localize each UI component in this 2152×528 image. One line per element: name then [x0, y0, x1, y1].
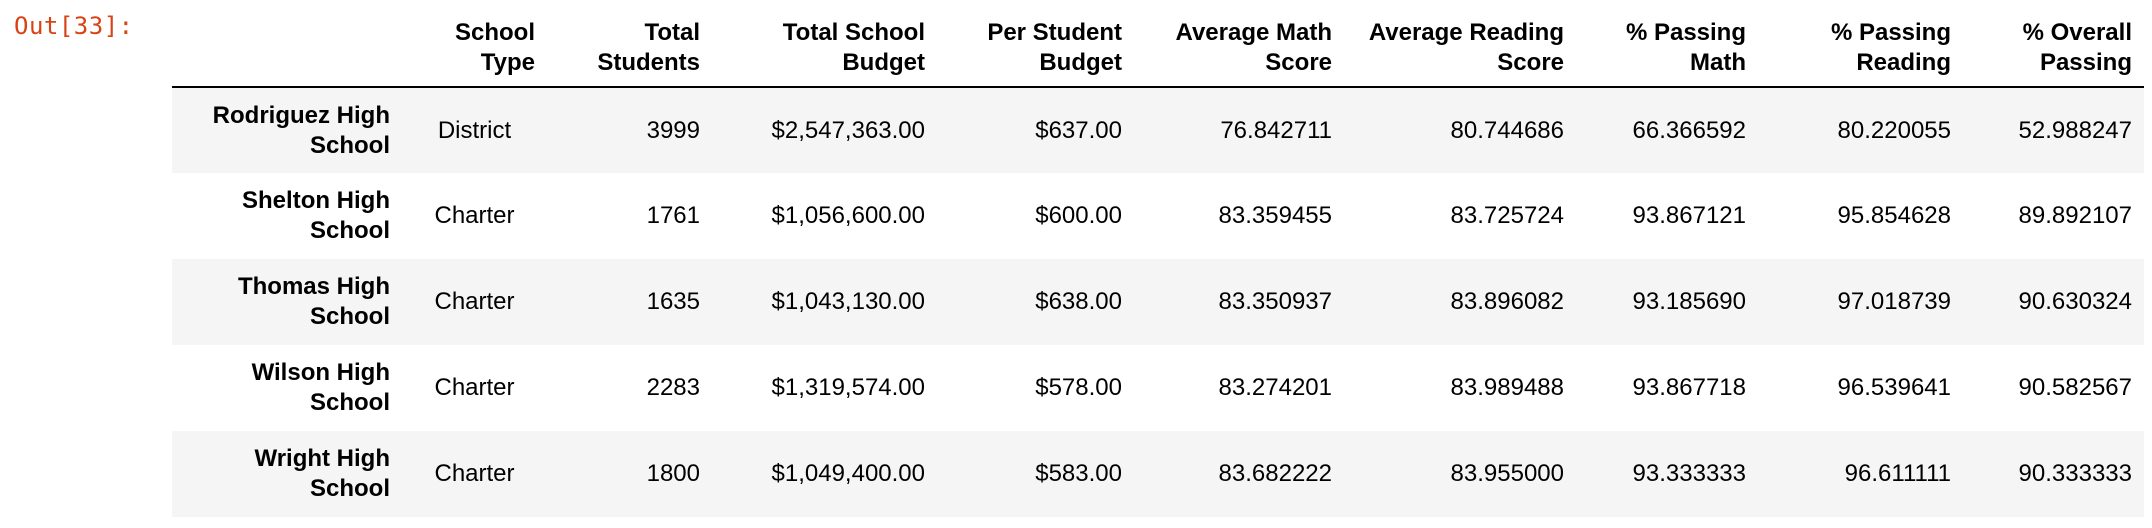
- row-index: Wright High School: [254, 445, 390, 502]
- row-index: Shelton High School: [242, 187, 390, 244]
- cell-overall-passing: 90.582567: [2018, 374, 2132, 401]
- column-header-school-type: School Type: [454, 19, 535, 76]
- table-row: Shelton High School Charter 1761 $1,056,…: [172, 173, 2144, 259]
- cell-total-students: 3999: [646, 116, 700, 144]
- cell-passing-reading: 96.539641: [1837, 374, 1951, 401]
- cell-overall-passing: 89.892107: [2018, 202, 2132, 229]
- cell-average-reading-score: 83.955000: [1450, 460, 1564, 487]
- column-header-passing-math: % Passing Math: [1625, 19, 1746, 76]
- column-header-overall-passing: % Overall Passing: [2022, 19, 2132, 76]
- cell-average-math-score: 83.274201: [1218, 374, 1332, 401]
- cell-school-type: Charter: [434, 288, 515, 315]
- row-index: Thomas High School: [237, 273, 390, 330]
- dataframe-output: School Type Total Students Total School …: [172, 18, 2144, 517]
- cell-passing-math: 93.333333: [1632, 460, 1746, 487]
- cell-total-school-budget: $2,547,363.00: [771, 116, 925, 144]
- cell-passing-math: 93.867718: [1632, 374, 1746, 401]
- cell-total-students: 2283: [646, 374, 700, 401]
- dataframe-table: School Type Total Students Total School …: [172, 18, 2144, 517]
- cell-overall-passing: 90.630324: [2018, 288, 2132, 315]
- row-index: Wilson High School: [251, 359, 390, 416]
- cell-total-school-budget: $1,056,600.00: [771, 202, 925, 229]
- table-row: Rodriguez High School District 3999 $2,5…: [172, 87, 2144, 173]
- cell-passing-math: 93.185690: [1632, 288, 1746, 315]
- cell-passing-reading: 95.854628: [1837, 202, 1951, 229]
- cell-average-reading-score: 83.725724: [1450, 202, 1564, 229]
- cell-average-reading-score: 83.896082: [1450, 288, 1564, 315]
- cell-per-student-budget: $578.00: [1035, 374, 1122, 401]
- table-row: Thomas High School Charter 1635 $1,043,1…: [172, 259, 2144, 345]
- cell-passing-reading: 97.018739: [1837, 288, 1951, 315]
- cell-overall-passing: 90.333333: [2018, 460, 2132, 487]
- table-row: Wright High School Charter 1800 $1,049,4…: [172, 431, 2144, 517]
- cell-school-type: Charter: [434, 202, 515, 229]
- cell-average-math-score: 83.359455: [1218, 202, 1332, 229]
- cell-school-type: Charter: [434, 374, 515, 401]
- cell-school-type: District: [437, 116, 512, 144]
- cell-total-school-budget: $1,043,130.00: [771, 288, 925, 315]
- cell-total-students: 1800: [646, 460, 700, 487]
- cell-per-student-budget: $583.00: [1035, 460, 1122, 487]
- cell-average-math-score: 83.350937: [1218, 288, 1332, 315]
- cell-average-reading-score: 83.989488: [1450, 374, 1564, 401]
- cell-total-school-budget: $1,049,400.00: [771, 460, 925, 487]
- cell-passing-math: 66.366592: [1632, 116, 1746, 144]
- cell-passing-math: 93.867121: [1632, 202, 1746, 229]
- row-index: Rodriguez High School: [212, 101, 390, 159]
- cell-per-student-budget: $600.00: [1035, 202, 1122, 229]
- cell-school-type: Charter: [434, 460, 515, 487]
- cell-average-math-score: 83.682222: [1218, 460, 1332, 487]
- cell-average-reading-score: 80.744686: [1450, 116, 1564, 144]
- index-header: [172, 18, 402, 87]
- cell-total-students: 1635: [646, 288, 700, 315]
- table-row: Wilson High School Charter 2283 $1,319,5…: [172, 345, 2144, 431]
- table-header: School Type Total Students Total School …: [172, 18, 2144, 87]
- cell-total-school-budget: $1,319,574.00: [771, 374, 925, 401]
- cell-overall-passing: 52.988247: [2018, 116, 2132, 144]
- cell-passing-reading: 80.220055: [1837, 116, 1951, 144]
- table-body: Rodriguez High School District 3999 $2,5…: [172, 87, 2144, 517]
- cell-per-student-budget: $638.00: [1035, 288, 1122, 315]
- column-header-passing-reading: % Passing Reading: [1830, 19, 1951, 76]
- column-header-per-student-budget: Per Student Budget: [987, 19, 1122, 76]
- cell-total-students: 1761: [646, 202, 700, 229]
- column-header-total-students: Total Students: [597, 19, 700, 76]
- cell-passing-reading: 96.611111: [1844, 460, 1951, 487]
- column-header-average-reading-score: Average Reading Score: [1368, 19, 1564, 76]
- header-row: School Type Total Students Total School …: [172, 18, 2144, 87]
- output-prompt: Out[33]:: [14, 12, 134, 40]
- cell-per-student-budget: $637.00: [1035, 116, 1122, 144]
- cell-average-math-score: 76.842711: [1220, 116, 1332, 144]
- column-header-total-school-budget: Total School Budget: [782, 19, 925, 76]
- column-header-average-math-score: Average Math Score: [1175, 19, 1333, 76]
